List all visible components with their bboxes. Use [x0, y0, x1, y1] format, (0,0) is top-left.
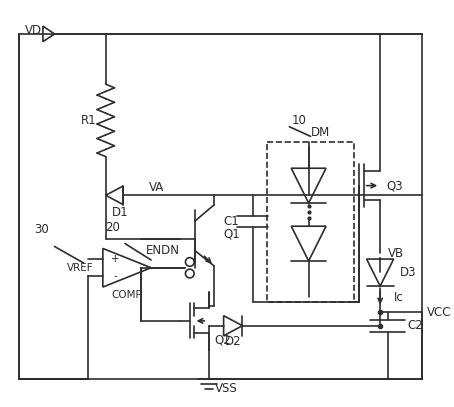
- Text: D2: D2: [225, 335, 242, 348]
- Polygon shape: [291, 168, 326, 203]
- Text: 10: 10: [291, 114, 306, 127]
- Text: VA: VA: [149, 181, 164, 194]
- Text: VD: VD: [25, 24, 42, 37]
- Text: VSS: VSS: [215, 382, 238, 395]
- Polygon shape: [366, 259, 394, 286]
- Text: D1: D1: [112, 206, 128, 219]
- Text: Ic: Ic: [394, 291, 404, 304]
- Text: ENDN: ENDN: [146, 244, 180, 257]
- Text: VCC: VCC: [426, 306, 451, 319]
- Text: 20: 20: [105, 221, 120, 234]
- Text: COMP: COMP: [112, 290, 143, 300]
- Text: -: -: [114, 271, 117, 282]
- Text: R1: R1: [80, 114, 96, 127]
- Text: VB: VB: [388, 247, 404, 260]
- Text: Q3: Q3: [386, 179, 403, 192]
- Text: VREF: VREF: [67, 263, 94, 273]
- Text: C1: C1: [223, 215, 239, 228]
- Text: DM: DM: [311, 126, 330, 139]
- Text: C2: C2: [407, 319, 423, 332]
- Text: 30: 30: [35, 223, 49, 236]
- Text: Q1: Q1: [224, 228, 240, 241]
- Text: D3: D3: [400, 266, 416, 279]
- Polygon shape: [106, 186, 123, 205]
- Text: +: +: [111, 254, 120, 264]
- Text: Q2: Q2: [214, 334, 231, 347]
- Polygon shape: [224, 316, 242, 336]
- Polygon shape: [291, 226, 326, 261]
